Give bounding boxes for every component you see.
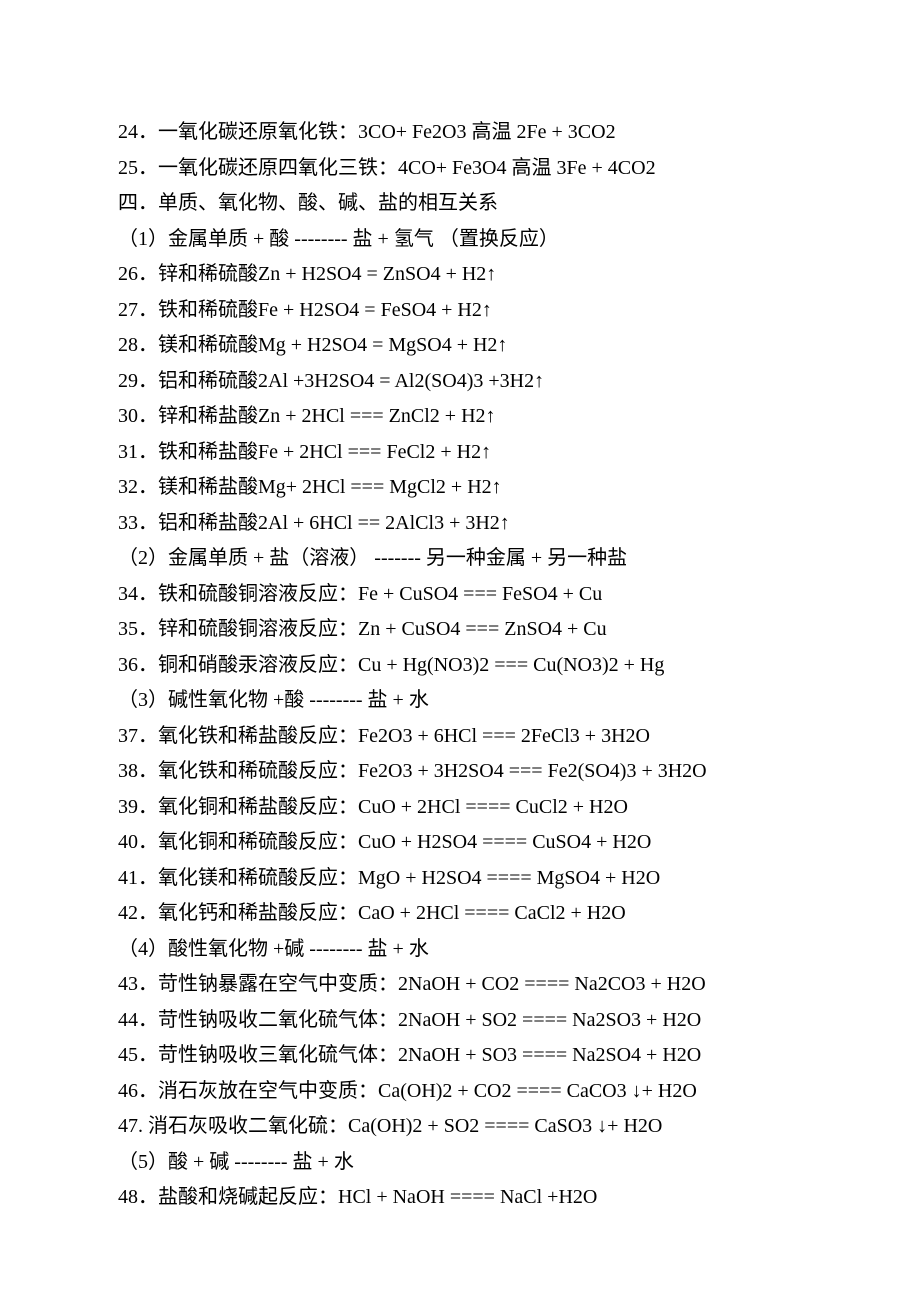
text-line: （2）金属单质 + 盐（溶液） ------- 另一种金属 + 另一种盐 [118, 541, 802, 577]
text-line: 32．镁和稀盐酸Mg+ 2HCl === MgCl2 + H2↑ [118, 470, 802, 506]
text-line: 46．消石灰放在空气中变质：Ca(OH)2 + CO2 ==== CaCO3 ↓… [118, 1074, 802, 1110]
text-line: 35．锌和硫酸铜溶液反应：Zn + CuSO4 === ZnSO4 + Cu [118, 612, 802, 648]
text-line: 42．氧化钙和稀盐酸反应：CaO + 2HCl ==== CaCl2 + H2O [118, 896, 802, 932]
text-line: 43．苛性钠暴露在空气中变质：2NaOH + CO2 ==== Na2CO3 +… [118, 967, 802, 1003]
document-page: 24．一氧化碳还原氧化铁：3CO+ Fe2O3 高温 2Fe + 3CO2 25… [0, 0, 920, 1302]
text-line: 28．镁和稀硫酸Mg + H2SO4 = MgSO4 + H2↑ [118, 328, 802, 364]
text-line: 24．一氧化碳还原氧化铁：3CO+ Fe2O3 高温 2Fe + 3CO2 [118, 115, 802, 151]
text-line: （4）酸性氧化物 +碱 -------- 盐 + 水 [118, 932, 802, 968]
text-line: 39．氧化铜和稀盐酸反应：CuO + 2HCl ==== CuCl2 + H2O [118, 790, 802, 826]
text-line: 37．氧化铁和稀盐酸反应：Fe2O3 + 6HCl === 2FeCl3 + 3… [118, 719, 802, 755]
text-line: 48．盐酸和烧碱起反应：HCl + NaOH ==== NaCl +H2O [118, 1180, 802, 1216]
text-line: 26．锌和稀硫酸Zn + H2SO4 = ZnSO4 + H2↑ [118, 257, 802, 293]
text-line: 36．铜和硝酸汞溶液反应：Cu + Hg(NO3)2 === Cu(NO3)2 … [118, 648, 802, 684]
text-line: 29．铝和稀硫酸2Al +3H2SO4 = Al2(SO4)3 +3H2↑ [118, 364, 802, 400]
text-line: 45．苛性钠吸收三氧化硫气体：2NaOH + SO3 ==== Na2SO4 +… [118, 1038, 802, 1074]
text-line: 34．铁和硫酸铜溶液反应：Fe + CuSO4 === FeSO4 + Cu [118, 577, 802, 613]
text-line: （5）酸 + 碱 -------- 盐 + 水 [118, 1145, 802, 1181]
text-line: 41．氧化镁和稀硫酸反应：MgO + H2SO4 ==== MgSO4 + H2… [118, 861, 802, 897]
text-line: 38．氧化铁和稀硫酸反应：Fe2O3 + 3H2SO4 === Fe2(SO4)… [118, 754, 802, 790]
text-line: 30．锌和稀盐酸Zn + 2HCl === ZnCl2 + H2↑ [118, 399, 802, 435]
text-line: 25．一氧化碳还原四氧化三铁：4CO+ Fe3O4 高温 3Fe + 4CO2 [118, 151, 802, 187]
text-line: 40．氧化铜和稀硫酸反应：CuO + H2SO4 ==== CuSO4 + H2… [118, 825, 802, 861]
text-line: 47. 消石灰吸收二氧化硫：Ca(OH)2 + SO2 ==== CaSO3 ↓… [118, 1109, 802, 1145]
text-line: 四．单质、氧化物、酸、碱、盐的相互关系 [118, 186, 802, 222]
text-line: （3）碱性氧化物 +酸 -------- 盐 + 水 [118, 683, 802, 719]
text-line: （1）金属单质 + 酸 -------- 盐 + 氢气 （置换反应） [118, 222, 802, 258]
text-line: 31．铁和稀盐酸Fe + 2HCl === FeCl2 + H2↑ [118, 435, 802, 471]
text-line: 44．苛性钠吸收二氧化硫气体：2NaOH + SO2 ==== Na2SO3 +… [118, 1003, 802, 1039]
text-line: 33．铝和稀盐酸2Al + 6HCl == 2AlCl3 + 3H2↑ [118, 506, 802, 542]
text-line: 27．铁和稀硫酸Fe + H2SO4 = FeSO4 + H2↑ [118, 293, 802, 329]
